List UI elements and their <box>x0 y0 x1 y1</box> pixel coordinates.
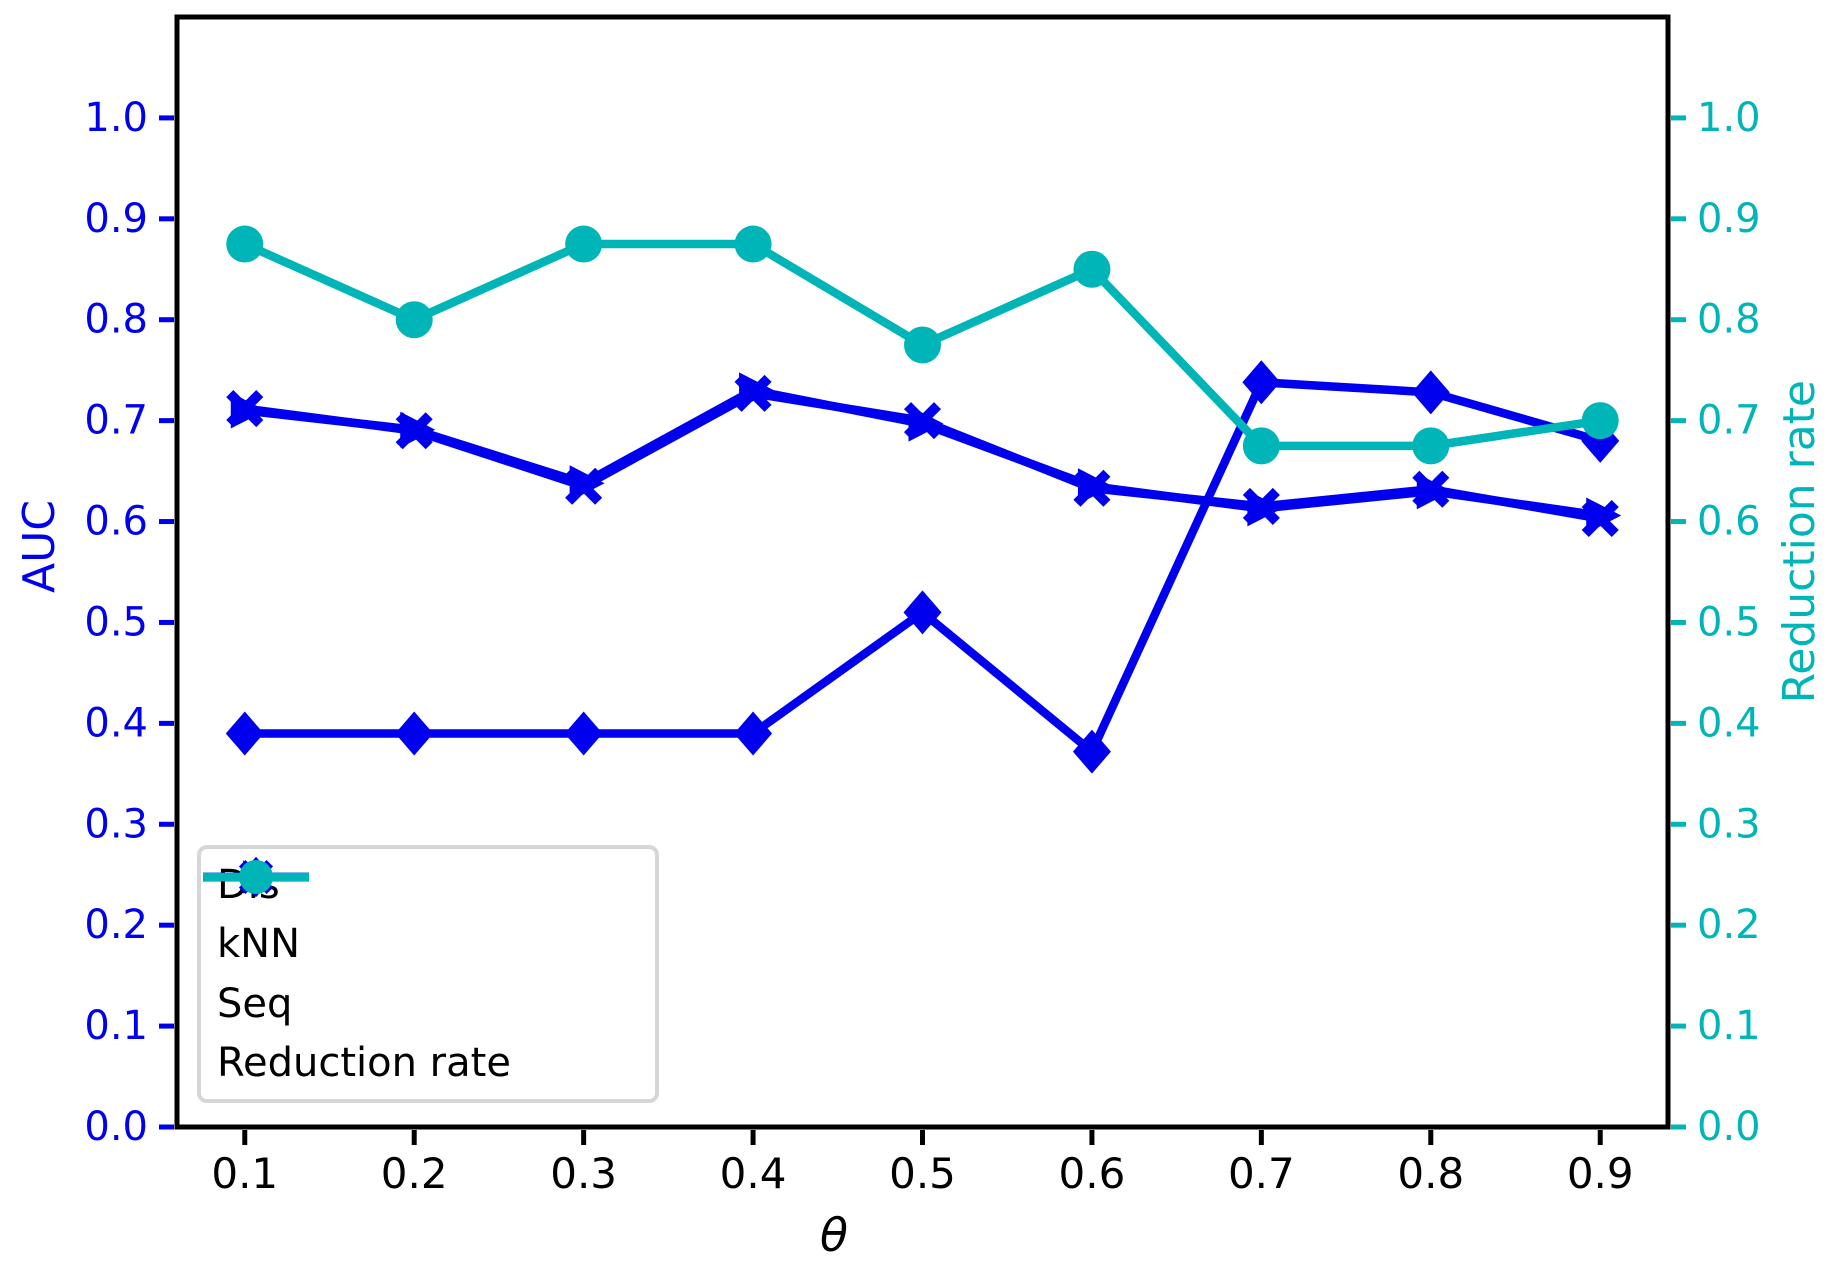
legend: DiskNNSeqReduction rate <box>197 845 659 1103</box>
left-axis-title: AUC <box>14 500 65 594</box>
data-point-triangle <box>1247 490 1283 527</box>
legend-entry-seq: Seq <box>203 856 639 1032</box>
series-line-knn <box>244 386 1601 520</box>
axes-frame <box>174 14 1671 1130</box>
data-point-diamond <box>1411 370 1450 415</box>
left-tick-label: 0.0 <box>84 1104 148 1150</box>
data-point-diamond <box>225 711 264 756</box>
right-tick-label: 0.3 <box>1697 801 1761 847</box>
left-tick-label: 0.7 <box>84 398 148 444</box>
x-tick-label: 0.5 <box>889 1149 956 1198</box>
data-point-circle <box>395 301 433 339</box>
x-tick-label: 0.7 <box>1228 1149 1295 1198</box>
legend-label: Reduction rate <box>217 1040 511 1087</box>
x-tick-label: 0.6 <box>1059 1149 1126 1198</box>
x-tick-label: 0.3 <box>550 1149 617 1198</box>
legend-entry-knn: kNN <box>203 860 639 972</box>
data-point-triangle <box>908 405 944 442</box>
x-tick-label: 0.1 <box>211 1149 278 1198</box>
data-point-circle <box>1242 427 1280 465</box>
series-line-dis <box>244 389 1601 523</box>
left-tick-label: 0.2 <box>84 902 148 948</box>
data-point-triangle <box>230 392 266 429</box>
right-tick-label: 0.6 <box>1697 499 1761 545</box>
data-point-triangle <box>1416 473 1452 510</box>
right-tick-label: 0.2 <box>1697 902 1761 948</box>
data-point-circle <box>1412 427 1450 465</box>
data-point-triangle <box>1586 497 1622 534</box>
right-axis-title: Reduction rate <box>1774 380 1825 704</box>
data-point-triangle <box>1077 468 1113 505</box>
x-axis-title: θ <box>819 1208 849 1262</box>
x-tick-label: 0.9 <box>1567 1149 1634 1198</box>
data-point-circle <box>238 859 274 895</box>
right-tick-label: 0.9 <box>1697 196 1761 242</box>
left-tick-label: 0.4 <box>84 700 148 746</box>
x-tick-label: 0.2 <box>381 1149 448 1198</box>
left-tick-label: 0.5 <box>84 599 148 645</box>
right-tick-label: 1.0 <box>1697 95 1761 141</box>
legend-label: kNN <box>217 921 301 968</box>
x-tick-label: 0.4 <box>720 1149 787 1198</box>
right-tick-label: 0.0 <box>1697 1104 1761 1150</box>
left-tick-label: 0.3 <box>84 801 148 847</box>
data-point-diamond <box>734 711 773 756</box>
data-point-circle <box>1581 402 1619 440</box>
data-point-triangle <box>569 465 605 502</box>
left-tick-label: 0.1 <box>84 1003 148 1049</box>
x-tick-label: 0.8 <box>1397 1149 1464 1198</box>
data-point-circle <box>904 326 941 364</box>
data-point-circle <box>734 225 772 263</box>
data-point-circle <box>1073 250 1111 288</box>
data-point-circle <box>565 225 603 263</box>
data-point-circle <box>226 225 264 263</box>
right-tick-label: 0.5 <box>1697 599 1761 645</box>
data-point-triangle <box>739 372 775 409</box>
left-tick-label: 0.8 <box>84 297 148 343</box>
right-tick-label: 0.1 <box>1697 1003 1761 1049</box>
data-point-diamond <box>1072 729 1111 774</box>
right-tick-label: 0.7 <box>1697 398 1761 444</box>
left-tick-label: 0.9 <box>84 196 148 242</box>
left-tick-label: 1.0 <box>84 95 148 141</box>
data-point-diamond <box>903 590 942 635</box>
data-point-diamond <box>564 711 603 756</box>
data-point-diamond <box>1242 360 1281 405</box>
data-point-triangle <box>400 411 436 448</box>
right-tick-label: 0.8 <box>1697 297 1761 343</box>
right-tick-label: 0.4 <box>1697 700 1761 746</box>
legend-marker-circle-icon <box>203 859 309 895</box>
legend-entry-reduction-rate: Reduction rate <box>203 859 639 1091</box>
left-tick-label: 0.6 <box>84 499 148 545</box>
data-point-diamond <box>395 711 434 756</box>
legend-label: Seq <box>217 980 293 1027</box>
